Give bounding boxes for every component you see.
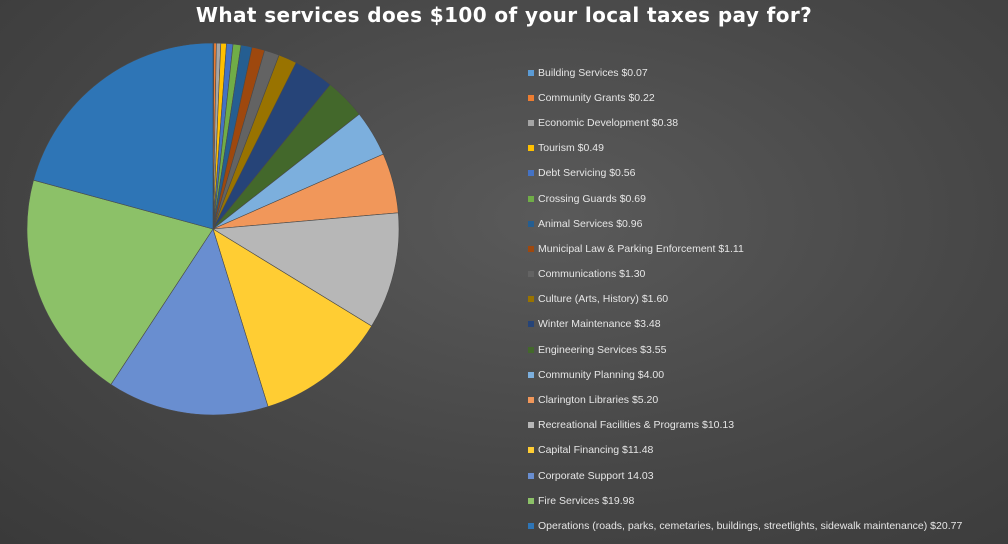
pie-slice-18 bbox=[33, 42, 214, 230]
legend-item: Culture (Arts, History) $1.60 bbox=[528, 287, 962, 312]
legend-swatch bbox=[528, 296, 534, 303]
legend-label: Community Planning $4.00 bbox=[538, 368, 665, 381]
chart-title: What services does $100 of your local ta… bbox=[195, 3, 813, 27]
legend-item: Winter Maintenance $3.48 bbox=[528, 312, 962, 337]
legend-item: Tourism $0.49 bbox=[528, 136, 962, 161]
legend-swatch bbox=[528, 371, 534, 378]
legend-item: Clarington Libraries $5.20 bbox=[528, 387, 962, 412]
legend-swatch bbox=[528, 522, 534, 529]
legend-swatch bbox=[528, 94, 534, 101]
legend-swatch bbox=[528, 472, 534, 479]
legend-label: Operations (roads, parks, cemetaries, bu… bbox=[538, 519, 963, 532]
legend-item: Operations (roads, parks, cemetaries, bu… bbox=[528, 513, 962, 538]
legend-item: Communications $1.30 bbox=[528, 262, 962, 287]
legend-item: Municipal Law & Parking Enforcement $1.1… bbox=[528, 236, 962, 261]
legend-swatch bbox=[528, 245, 534, 252]
pie-slice-16 bbox=[110, 228, 269, 416]
legend-label: Economic Development $0.38 bbox=[538, 116, 679, 129]
legend-label: Debt Servicing $0.56 bbox=[538, 167, 636, 180]
chart-legend: Building Services $0.07 Community Grants … bbox=[528, 60, 962, 539]
legend-label: Capital Financing $11.48 bbox=[538, 444, 654, 457]
legend-item: Engineering Services $3.55 bbox=[528, 337, 962, 362]
legend-label: Winter Maintenance $3.48 bbox=[538, 318, 661, 331]
legend-label: Engineering Services $3.55 bbox=[538, 343, 667, 356]
legend-swatch bbox=[528, 69, 534, 76]
legend-item: Debt Servicing $0.56 bbox=[528, 161, 962, 186]
legend-label: Communications $1.30 bbox=[538, 268, 646, 281]
legend-swatch bbox=[528, 271, 534, 278]
legend-label: Crossing Guards $0.69 bbox=[538, 192, 646, 205]
legend-item: Fire Services $19.98 bbox=[528, 488, 962, 513]
legend-label: Culture (Arts, History) $1.60 bbox=[538, 293, 669, 306]
legend-label: Fire Services $19.98 bbox=[538, 494, 635, 507]
legend-item: Building Services $0.07 bbox=[528, 60, 962, 85]
legend-item: Crossing Guards $0.69 bbox=[528, 186, 962, 211]
legend-label: Tourism $0.49 bbox=[538, 142, 604, 155]
legend-swatch bbox=[528, 145, 534, 152]
legend-swatch bbox=[528, 422, 534, 429]
legend-swatch bbox=[528, 497, 534, 504]
pie-slice-17 bbox=[26, 179, 214, 385]
legend-swatch bbox=[528, 321, 534, 328]
legend-label: Municipal Law & Parking Enforcement $1.1… bbox=[538, 242, 744, 255]
legend-item: Economic Development $0.38 bbox=[528, 110, 962, 135]
legend-label: Community Grants $0.22 bbox=[538, 91, 655, 104]
legend-swatch bbox=[528, 220, 534, 227]
legend-item: Community Planning $4.00 bbox=[528, 362, 962, 387]
legend-label: Corporate Support 14.03 bbox=[538, 469, 654, 482]
legend-item: Recreational Facilities & Programs $10.1… bbox=[528, 413, 962, 438]
legend-label: Building Services $0.07 bbox=[538, 66, 648, 79]
legend-swatch bbox=[528, 346, 534, 353]
pie-chart bbox=[26, 42, 400, 416]
legend-item: Animal Services $0.96 bbox=[528, 211, 962, 236]
legend-item: Corporate Support 14.03 bbox=[528, 463, 962, 488]
pie-slice-14 bbox=[212, 212, 400, 327]
legend-label: Recreational Facilities & Programs $10.1… bbox=[538, 419, 735, 432]
legend-label: Animal Services $0.96 bbox=[538, 217, 643, 230]
legend-item: Community Grants $0.22 bbox=[528, 85, 962, 110]
legend-label: Clarington Libraries $5.20 bbox=[538, 394, 659, 407]
legend-swatch bbox=[528, 119, 534, 126]
legend-swatch bbox=[528, 195, 534, 202]
legend-swatch bbox=[528, 397, 534, 404]
pie-slice-15 bbox=[212, 228, 373, 408]
legend-item: Capital Financing $11.48 bbox=[528, 438, 962, 463]
legend-swatch bbox=[528, 447, 534, 454]
legend-swatch bbox=[528, 170, 534, 177]
